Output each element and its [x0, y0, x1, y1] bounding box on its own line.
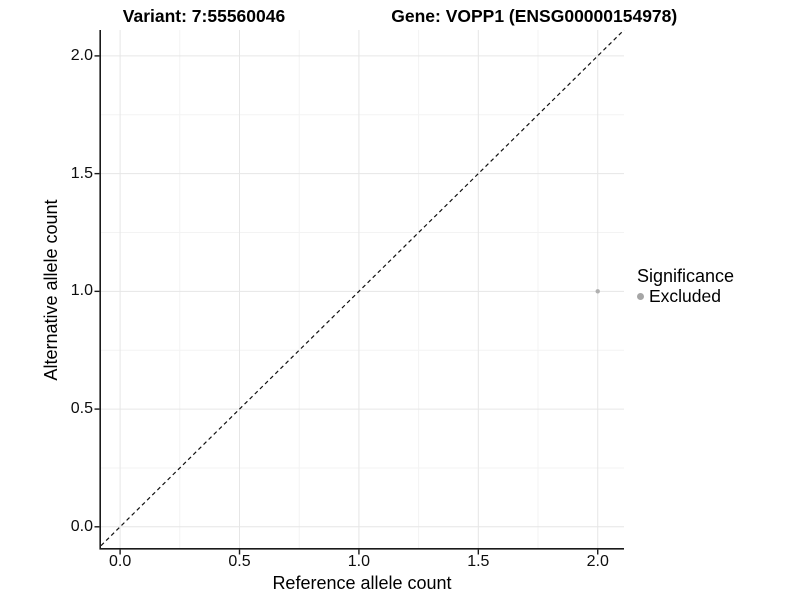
legend-item-excluded: Excluded — [637, 287, 734, 306]
x-tick-label: 0.5 — [228, 553, 251, 570]
y-tick-label: 1.0 — [70, 282, 93, 300]
legend: Significance Excluded — [637, 266, 734, 306]
legend-item-label: Excluded — [649, 286, 721, 306]
y-tick-label: 2.0 — [70, 46, 93, 64]
x-tick-label: 1.5 — [467, 553, 490, 570]
plot-title: Variant: 7:55560046 Gene: VOPP1 (ENSG000… — [0, 7, 800, 26]
gene-title: Gene: VOPP1 (ENSG00000154978) — [391, 6, 678, 26]
data-point — [595, 289, 600, 294]
legend-title: Significance — [637, 266, 735, 286]
variant-title: Variant: 7:55560046 — [122, 6, 286, 26]
identity-reference-line — [100, 29, 625, 547]
legend-marker-circle-icon — [637, 293, 644, 300]
x-tick-label: 1.0 — [347, 553, 371, 570]
x-tick-label: 0.0 — [108, 553, 132, 570]
y-tick-label: 1.5 — [70, 164, 93, 182]
x-tick-label: 2.0 — [586, 553, 609, 570]
panel-background — [101, 30, 624, 548]
y-tick-label: 0.5 — [70, 400, 93, 418]
y-tick-label: 0.0 — [70, 517, 93, 535]
x-axis-title: Reference allele count — [272, 573, 452, 593]
